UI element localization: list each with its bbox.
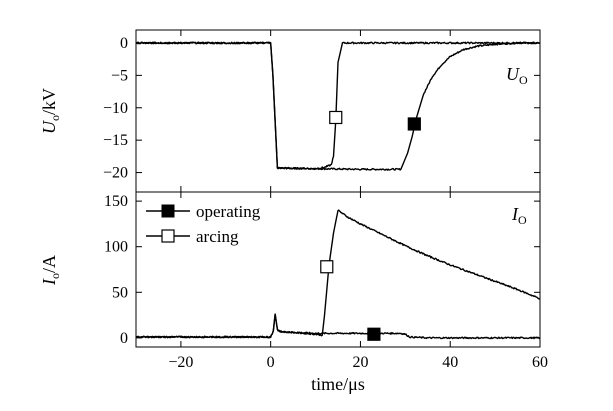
legend-text-operating: operating xyxy=(196,202,261,221)
x-tick-label: 40 xyxy=(442,354,458,371)
bottom-panel-label: IO xyxy=(511,204,527,227)
bottom-y-tick-label: 100 xyxy=(104,239,128,256)
bottom-marker-filled-square xyxy=(367,327,381,341)
bottom-plot-frame xyxy=(135,191,541,348)
bottom-series-operating-line xyxy=(135,313,541,340)
bottom-y-tick-label: 150 xyxy=(104,193,128,210)
bottom-marker-open-square xyxy=(320,260,334,274)
legend: operating arcing xyxy=(146,202,261,246)
x-axis-label: time/μs xyxy=(311,374,365,394)
top-y-tick-label: −5 xyxy=(111,67,128,84)
legend-text-arcing: arcing xyxy=(196,227,239,246)
top-y-tick-label: −20 xyxy=(103,165,128,182)
x-tick-label: 60 xyxy=(532,354,548,371)
top-y-axis-label: Uo/kV xyxy=(39,88,62,134)
top-marker-open-square xyxy=(329,110,343,125)
legend-marker-open-square xyxy=(161,229,175,243)
top-series-open-square-line xyxy=(135,41,541,170)
top-panel-label: UO xyxy=(506,64,528,87)
bottom-panel: 0 50 100 150 −20 0 20 40 60 IO Io/A operating ar… xyxy=(39,191,548,371)
bottom-y-tick-label: 0 xyxy=(120,330,128,347)
bottom-series-arcing-line xyxy=(135,209,541,339)
x-tick-label: −20 xyxy=(168,354,193,371)
top-y-tick-label: −10 xyxy=(103,100,128,117)
bottom-y-tick-label: 50 xyxy=(112,284,128,301)
x-tick-label: 0 xyxy=(267,354,275,371)
top-panel: 0 −5 −10 −15 −20 UO Uo/kV xyxy=(39,29,541,193)
bottom-y-axis-label: Io/A xyxy=(39,255,62,286)
top-y-tick-label: 0 xyxy=(120,35,128,52)
x-tick-label: 20 xyxy=(352,354,368,371)
top-marker-filled-square xyxy=(407,117,421,131)
top-y-tick-label: −15 xyxy=(103,132,128,149)
legend-marker-filled-square xyxy=(161,204,175,218)
